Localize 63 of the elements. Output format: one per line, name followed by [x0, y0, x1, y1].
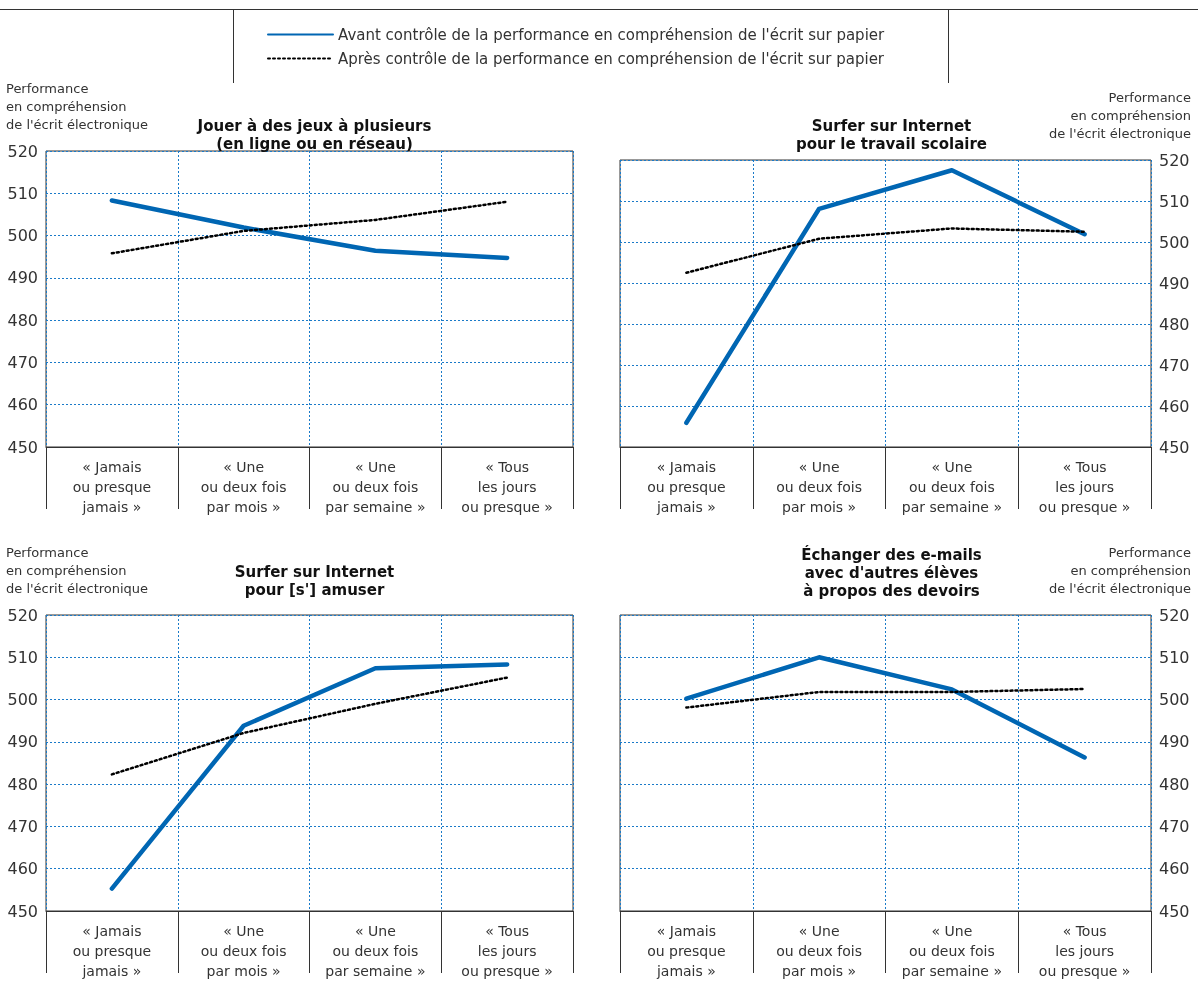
x-tick-label: « Jamais ou presque jamais »	[647, 923, 726, 979]
chart-title: Surfer sur Internet pour [s'] amuser	[234, 563, 395, 599]
y2-tick-label: 510	[1159, 191, 1190, 211]
y2-tick-label: 450	[1159, 437, 1190, 457]
y2-tick-label: 490	[1159, 732, 1190, 752]
y2-tick-label: 470	[1159, 355, 1190, 375]
y-tick-label: 520	[7, 141, 38, 161]
chart-title: Échanger des e-mails avec d'autres élèves à propos des devoirs	[801, 545, 982, 600]
x-tick-label: « Une ou deux fois par semaine »	[901, 459, 1002, 515]
y-tick-label: 480	[7, 774, 38, 794]
x-tick-label: « Tous les jours ou presque »	[1038, 923, 1131, 979]
line-series	[684, 655, 1087, 760]
x-tick-label: « Jamais ou presque jamais »	[72, 923, 152, 979]
y-tick-label: 480	[7, 310, 38, 330]
y-tick-label: 460	[7, 395, 38, 415]
y-tick-label: 460	[7, 859, 38, 879]
x-tick-label: « Une ou deux fois par mois »	[776, 459, 862, 515]
x-tick-label: « Une ou deux fois par mois »	[776, 923, 862, 979]
x-tick-label: « Jamais ou presque jamais »	[647, 459, 726, 515]
legend-label: Après contrôle de la performance en compréhension de l'écrit sur papier	[338, 49, 885, 68]
y-tick-label: 510	[7, 183, 38, 203]
line-series	[684, 168, 1087, 426]
chart-title: Surfer sur Internet pour le travail scolaire	[795, 117, 988, 153]
x-tick-label: « Une ou deux fois par mois »	[200, 459, 287, 515]
x-tick-label: « Une ou deux fois par semaine »	[325, 923, 426, 979]
x-tick-label: « Jamais ou presque jamais »	[72, 459, 152, 515]
y-tick-label: 510	[7, 647, 38, 667]
y2-tick-label: 520	[1159, 150, 1190, 170]
x-tick-label: « Une ou deux fois par semaine »	[325, 459, 426, 515]
y2-axis-title: Performance en compréhension de l'écrit électronique	[1048, 544, 1191, 596]
y-tick-label: 450	[7, 901, 38, 921]
y-tick-label: 490	[7, 268, 38, 288]
chart-title: Jouer à des jeux à plusieurs (en ligne ou en réseau)	[196, 117, 432, 153]
y2-tick-label: 450	[1159, 901, 1190, 921]
y2-tick-label: 480	[1159, 774, 1190, 794]
y2-tick-label: 470	[1159, 816, 1190, 836]
x-tick-label: « Tous les jours ou presque »	[461, 459, 553, 515]
y2-tick-label: 460	[1159, 396, 1190, 416]
legend-label: Avant contrôle de la performance en compréhension de l'écrit sur papier	[338, 25, 886, 44]
y-tick-label: 450	[7, 437, 38, 457]
line-series	[110, 676, 509, 776]
x-tick-label: « Une ou deux fois par semaine »	[901, 923, 1002, 979]
y2-tick-label: 510	[1159, 647, 1190, 667]
y-tick-label: 470	[7, 352, 38, 372]
y2-tick-label: 500	[1159, 232, 1190, 252]
y2-tick-label: 490	[1159, 273, 1190, 293]
x-tick-label: « Une ou deux fois par mois »	[200, 923, 287, 979]
y2-tick-label: 480	[1159, 314, 1190, 334]
y2-tick-label: 520	[1159, 605, 1190, 625]
y-axis-title: Performance en compréhension de l'écrit électronique	[6, 80, 149, 132]
y-tick-label: 490	[7, 732, 38, 752]
y-tick-label: 500	[7, 226, 38, 246]
y-tick-label: 470	[7, 816, 38, 836]
line-series	[685, 227, 1086, 274]
x-tick-label: « Tous les jours ou presque »	[1038, 459, 1131, 515]
y-tick-label: 520	[7, 605, 38, 625]
y-axis-title: Performance en compréhension de l'écrit électronique	[6, 544, 149, 596]
y-tick-label: 500	[7, 690, 38, 710]
line-series	[109, 662, 510, 891]
y2-axis-title: Performance en compréhension de l'écrit électronique	[1048, 89, 1191, 141]
y2-tick-label: 460	[1159, 859, 1190, 879]
y2-tick-label: 500	[1159, 690, 1190, 710]
x-tick-label: « Tous les jours ou presque »	[461, 923, 553, 979]
